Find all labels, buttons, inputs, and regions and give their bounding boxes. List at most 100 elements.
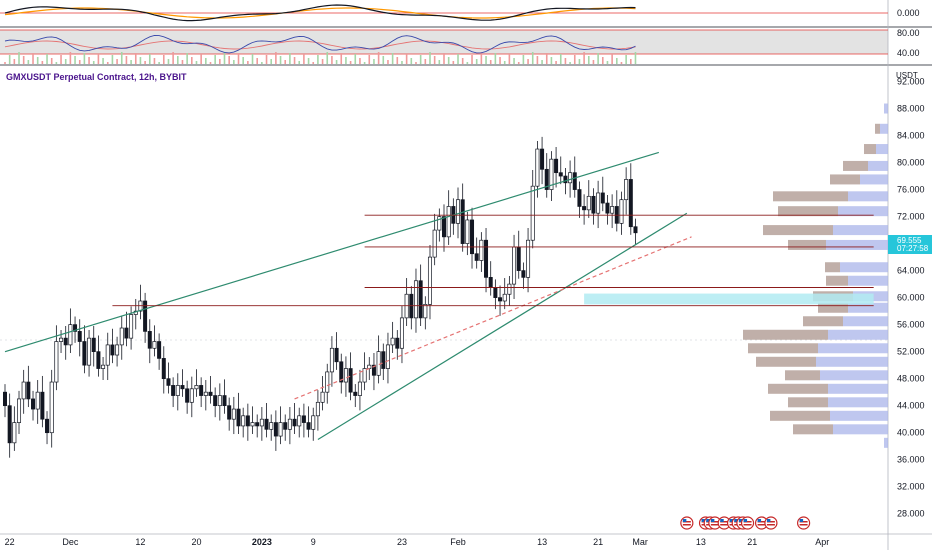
volume-bar-16 [78,60,81,64]
time-axis[interactable]: 22 Dec 12 20 2023 9 23 Feb 13 21 Mar 13 21 Apr [5,537,830,547]
candle-body-32 [152,341,157,349]
candle-body-85 [399,317,404,349]
volume-bar-23 [111,55,114,64]
candle-body-15 [73,324,78,332]
volume-bar-111 [522,55,525,64]
volume-bar-104 [489,60,492,64]
event-flag-canton-7 [738,519,743,522]
candle-body-56 [264,418,269,430]
candle-body-55 [259,418,264,427]
candle-body-95 [446,206,451,238]
volume-bar-134 [630,59,632,64]
volume-bar-130 [611,54,613,64]
volume-bar-50 [237,53,240,64]
volume-bar-2 [13,59,16,64]
candle-body-2 [12,422,17,444]
candle-body-128 [600,192,605,204]
volume-bar-88 [415,62,417,64]
time-tick-2: 12 [135,537,145,547]
candle-body-76 [357,381,362,396]
candle-body-5 [26,381,31,400]
candle-body-133 [624,179,629,201]
price-tick-13: 40.000 [897,428,925,438]
candle-body-70 [329,347,334,373]
candle-body-117 [549,158,554,190]
candle-body-84 [395,337,400,349]
volume-bar-118 [555,61,557,64]
rsi-ma-line [4,40,636,50]
candle-body-90 [423,304,428,319]
vp-sell-14 [743,329,828,340]
candle-body-64 [301,415,306,423]
event-flag-canton-1 [701,519,706,522]
candle-body-36 [171,385,176,396]
volume-bar-5 [27,60,30,64]
volume-bar-68 [321,59,324,64]
candle-body-71 [334,347,339,363]
volume-bar-89 [419,55,422,64]
candle-body-52 [245,415,250,427]
candle-body-79 [371,364,376,376]
candle-body-118 [554,158,559,174]
volume-bar-113 [531,52,534,64]
candle-body-21 [101,364,106,369]
event-flag-stripe-a-3 [710,521,719,523]
event-flag-canton-4 [720,519,724,522]
candle-body-65 [306,422,311,430]
volume-bar-95 [447,57,450,64]
volume-bar-133 [625,55,627,64]
price-tick-10: 52.000 [897,347,925,357]
vp-buy-12 [848,302,888,313]
volume-bar-0 [4,62,6,64]
price-tick-11: 48.000 [897,374,925,384]
event-flag-stripe-b-0 [682,524,691,526]
volume-bar-49 [233,60,235,64]
time-tick-11: 13 [696,537,706,547]
vp-sell-10 [826,275,848,286]
volume-bar-102 [480,52,483,64]
volume-bar-13 [64,59,67,64]
symbol-title[interactable]: GMXUSDT Perpetual Contract, 12h, BYBIT [6,72,187,82]
candle-body-67 [315,401,320,417]
event-flag-canton-0 [682,519,687,522]
rising-support [317,212,688,440]
candle-body-77 [362,368,367,383]
rsi-tick-80: 80.00 [897,28,920,38]
macd-tick-0: 0.000 [897,8,920,18]
candle-body-80 [376,351,381,376]
time-tick-9: 21 [593,537,603,547]
volume-bar-127 [597,53,599,64]
volume-bar-129 [606,61,609,64]
candle-body-61 [287,418,292,430]
volume-bar-55 [261,62,263,64]
candle-body-37 [175,385,180,396]
price-tick-4: 76.000 [897,185,925,195]
price-tick-9: 56.000 [897,320,925,330]
volume-bar-72 [340,53,343,64]
volume-bar-20 [97,54,100,64]
candle-body-60 [283,422,288,430]
event-flag-icon-8 [740,516,755,530]
volume-bar-115 [541,60,543,64]
volume-bar-41 [195,61,198,64]
event-flag-stripe-b-8 [743,524,752,526]
candle-body-18 [87,337,92,366]
vp-buy-9 [840,262,888,273]
volume-bar-22 [106,62,109,64]
drawings-layer [4,151,874,440]
candle-body-59 [278,422,283,437]
candle-body-127 [596,192,601,214]
candle-body-46 [217,395,222,407]
volume-bar-29 [139,57,142,64]
volume-bar-119 [559,54,562,64]
candle-body-6 [31,398,36,410]
candle-body-62 [292,418,297,427]
volume-bar-71 [335,60,338,64]
candle-body-42 [199,385,204,396]
candle-body-58 [273,422,278,437]
vp-sell-15 [748,343,818,354]
candle-body-68 [320,391,325,403]
vp-buy-10 [848,275,888,286]
